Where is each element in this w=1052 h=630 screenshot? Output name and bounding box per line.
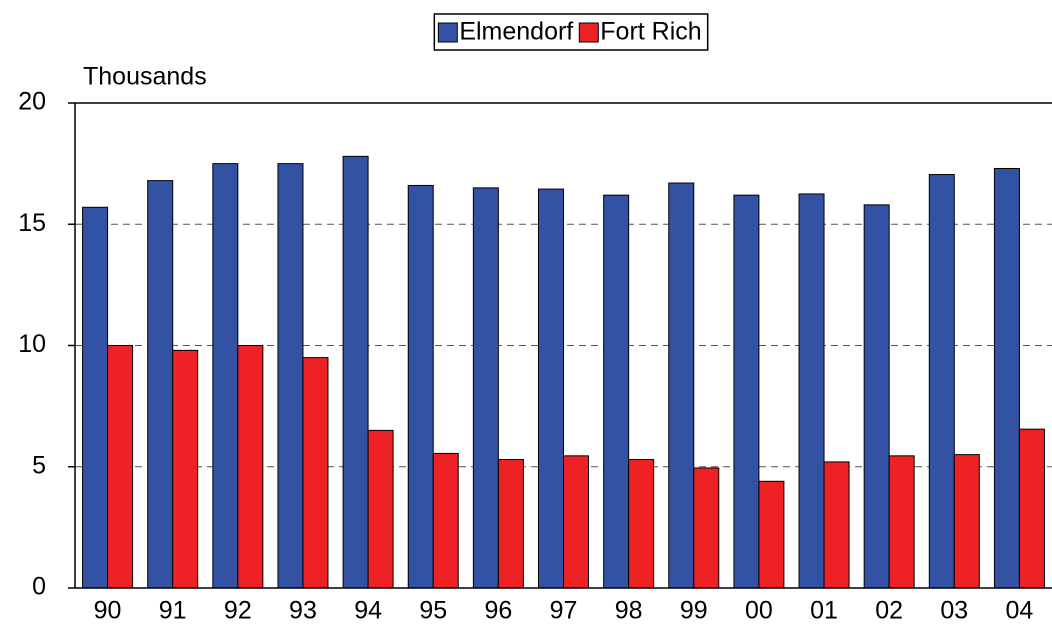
bar	[693, 467, 720, 589]
bar	[603, 194, 630, 589]
bar	[342, 155, 369, 589]
y-tick-label: 15	[18, 209, 46, 237]
bar	[538, 188, 564, 589]
x-tick-label: 00	[745, 597, 773, 625]
x-tick-label: 02	[875, 597, 903, 625]
x-tick-label: 92	[224, 597, 252, 625]
y-tick-label: 5	[32, 451, 46, 479]
bar	[367, 429, 394, 589]
bar	[993, 167, 1020, 589]
x-tick-label: 01	[810, 597, 838, 625]
y-tick-label: 10	[18, 330, 46, 358]
legend	[433, 13, 709, 51]
bar	[172, 349, 199, 589]
x-tick-label: 03	[940, 597, 968, 625]
bar	[928, 174, 955, 589]
x-tick-label: 98	[615, 597, 643, 625]
bar	[497, 458, 524, 589]
x-tick-label: 90	[94, 597, 122, 625]
bar	[563, 455, 589, 589]
bar	[823, 461, 850, 589]
bar	[82, 206, 109, 589]
x-tick-label: 97	[550, 597, 578, 625]
bar	[302, 357, 329, 589]
bar	[863, 204, 890, 589]
bar	[798, 193, 825, 589]
bar	[628, 458, 655, 589]
bar	[733, 194, 760, 589]
x-tick-label: 99	[680, 597, 708, 625]
legend-swatch	[437, 22, 458, 43]
x-tick-label: 04	[1006, 597, 1034, 625]
bar	[212, 163, 239, 589]
bar	[237, 345, 264, 589]
bar	[888, 455, 915, 589]
bar	[1018, 428, 1045, 589]
bar	[407, 184, 434, 589]
x-tick-label: 96	[484, 597, 512, 625]
bar	[668, 182, 695, 589]
legend-label: Fort Rich	[600, 18, 701, 46]
y-tick-label: 20	[18, 88, 46, 116]
legend-swatch	[578, 22, 599, 43]
y-axis-label: Thousands	[83, 63, 207, 91]
bar	[147, 180, 174, 589]
x-tick-label: 93	[289, 597, 317, 625]
x-tick-label: 95	[419, 597, 447, 625]
y-tick-label: 0	[32, 573, 46, 601]
bar	[472, 187, 499, 589]
bar	[107, 345, 134, 589]
bar	[432, 452, 459, 589]
bar	[277, 163, 304, 589]
x-tick-label: 91	[159, 597, 187, 625]
bar	[758, 480, 785, 589]
x-tick-label: 94	[354, 597, 382, 625]
bar	[953, 454, 980, 589]
legend-label: Elmendorf	[459, 18, 573, 46]
